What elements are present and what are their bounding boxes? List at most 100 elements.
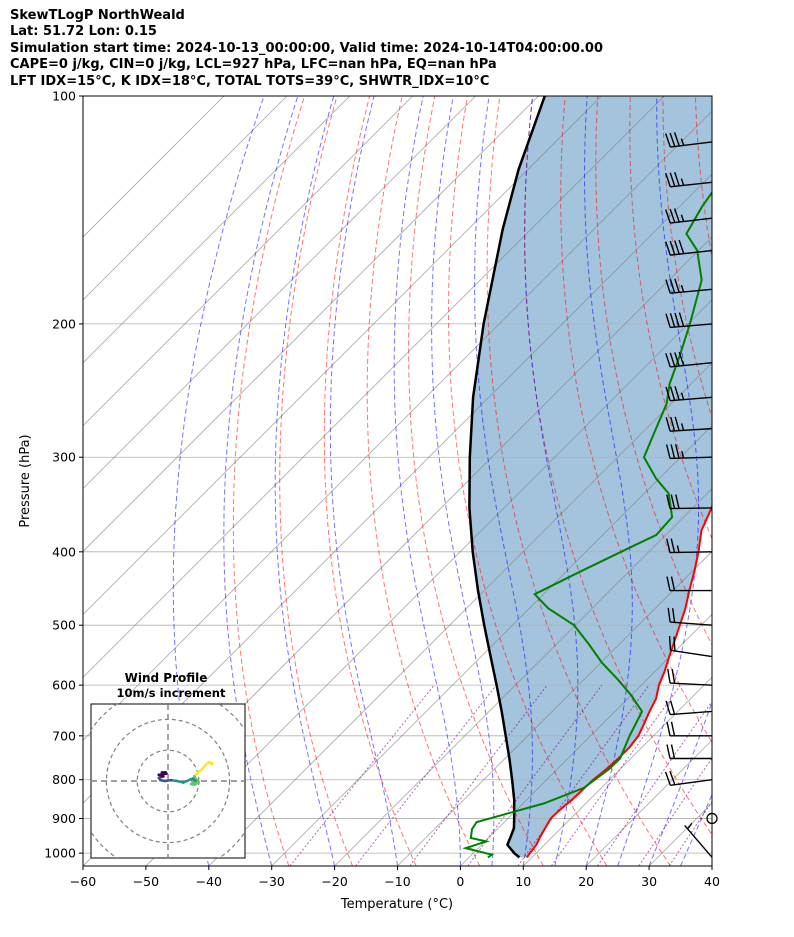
isotherm-gridline [711, 865, 712, 866]
wind-barb [666, 576, 712, 592]
parcel-profile-line [468, 96, 546, 859]
mixing-ratio-line [517, 684, 650, 866]
y-tick-label: 1000 [44, 846, 76, 861]
isotherm-gridline [83, 96, 288, 301]
y-axis-label: Pressure (hPa) [18, 434, 33, 527]
wind-barb [664, 132, 713, 148]
wind-barb [665, 386, 713, 402]
x-tick-label: −60 [70, 874, 96, 889]
mixing-ratio-line [638, 757, 712, 866]
wind-barb [665, 171, 713, 188]
x-tick-label: 40 [704, 874, 720, 889]
wind-barb [666, 721, 712, 737]
y-tick-label: 100 [52, 89, 76, 104]
wind-barb [668, 635, 713, 658]
isotherm-gridline [83, 96, 351, 364]
wind-barb [665, 278, 713, 294]
wind-barb [666, 538, 713, 554]
calm-wind-circle [706, 812, 718, 825]
isotherm-gridline [397, 550, 712, 866]
wind-barb [665, 700, 713, 716]
mixing-ratio-line [409, 684, 548, 866]
hodograph-trace [192, 775, 201, 784]
time-line: Simulation start time: 2024-10-13_00:00:… [10, 40, 603, 56]
hodograph-trace [182, 777, 194, 784]
moist-adiabat [775, 96, 794, 866]
y-tick-label: 300 [52, 450, 76, 465]
wind-barb [665, 444, 713, 460]
dry-adiabat [448, 96, 608, 866]
wind-barb [664, 771, 713, 787]
dry-adiabat [279, 96, 353, 866]
temperature-line [526, 503, 712, 858]
x-tick-label: −20 [321, 874, 347, 889]
hodograph-title: Wind Profile [125, 671, 208, 685]
isotherm-gridline [83, 110, 712, 741]
isotherm-gridline [775, 96, 794, 866]
mixing-ratio-line [550, 684, 681, 866]
moist-adiabat [648, 700, 712, 866]
mixing-ratio-line [355, 684, 497, 866]
hodograph-ring [105, 718, 231, 844]
wind-barb [665, 208, 713, 224]
isotherm-gridline [523, 676, 712, 866]
cin-shading [469, 96, 712, 858]
x-tick-label: −10 [384, 874, 410, 889]
wind-barb [684, 822, 713, 858]
moist-adiabat [711, 864, 712, 866]
wind-barb [667, 607, 713, 626]
wind-barb [665, 312, 713, 329]
moist-adiabat [393, 96, 461, 866]
y-tick-label: 700 [52, 728, 76, 743]
dry-adiabat [728, 96, 794, 866]
isotherm-gridline [145, 299, 712, 866]
wind-barb [665, 416, 713, 432]
moist-adiabat [329, 96, 398, 866]
index-line: LFT IDX=15°C, K IDX=18°C, TOTAL TOTS=39°… [10, 73, 490, 89]
isotherm-gridline [460, 613, 712, 866]
moist-adiabat [524, 96, 579, 866]
isotherm-gridline [83, 96, 225, 238]
y-tick-label: 900 [52, 811, 76, 826]
isotherm-gridline [83, 96, 413, 427]
mixing-ratio-line [668, 800, 712, 866]
y-tick-label: 400 [52, 544, 76, 559]
mixing-ratio-line [596, 700, 712, 866]
wind-barb [667, 668, 713, 686]
x-tick-label: −40 [196, 874, 222, 889]
moist-adiabat [584, 96, 633, 866]
moist-adiabat [617, 96, 700, 866]
cape-line: CAPE=0 j/kg, CIN=0 j/kg, LCL=927 hPa, LF… [10, 57, 497, 73]
moist-adiabat [431, 96, 495, 866]
moist-adiabat [274, 96, 336, 866]
dry-adiabat [560, 96, 712, 744]
dry-adiabat [486, 96, 672, 866]
dry-adiabat [761, 96, 794, 866]
wind-barb [666, 744, 712, 760]
location-line: Lat: 51.72 Lon: 0.15 [10, 24, 157, 40]
x-tick-label: −50 [133, 874, 159, 889]
moist-adiabat [172, 96, 265, 866]
moist-adiabat [474, 96, 533, 866]
isotherm-gridline [334, 488, 712, 866]
dewpoint-line [462, 190, 712, 859]
dry-adiabat [323, 96, 417, 866]
chart-title: SkewTLogP NorthWeald [10, 8, 185, 23]
moist-adiabat [223, 96, 299, 866]
dry-adiabat [366, 96, 481, 866]
x-tick-label: 20 [578, 874, 594, 889]
isotherm-gridline [83, 96, 539, 553]
y-tick-label: 200 [52, 316, 76, 331]
y-tick-label: 800 [52, 772, 76, 787]
wind-barb [665, 239, 713, 256]
wind-barb [666, 494, 713, 510]
x-tick-label: −30 [259, 874, 285, 889]
wind-barb [665, 351, 713, 368]
dry-adiabat [232, 96, 305, 866]
x-tick-label: 30 [641, 874, 657, 889]
y-tick-label: 600 [52, 678, 76, 693]
isotherm-gridline [83, 96, 602, 615]
x-tick-label: 10 [515, 874, 531, 889]
x-tick-label: 0 [456, 874, 464, 889]
